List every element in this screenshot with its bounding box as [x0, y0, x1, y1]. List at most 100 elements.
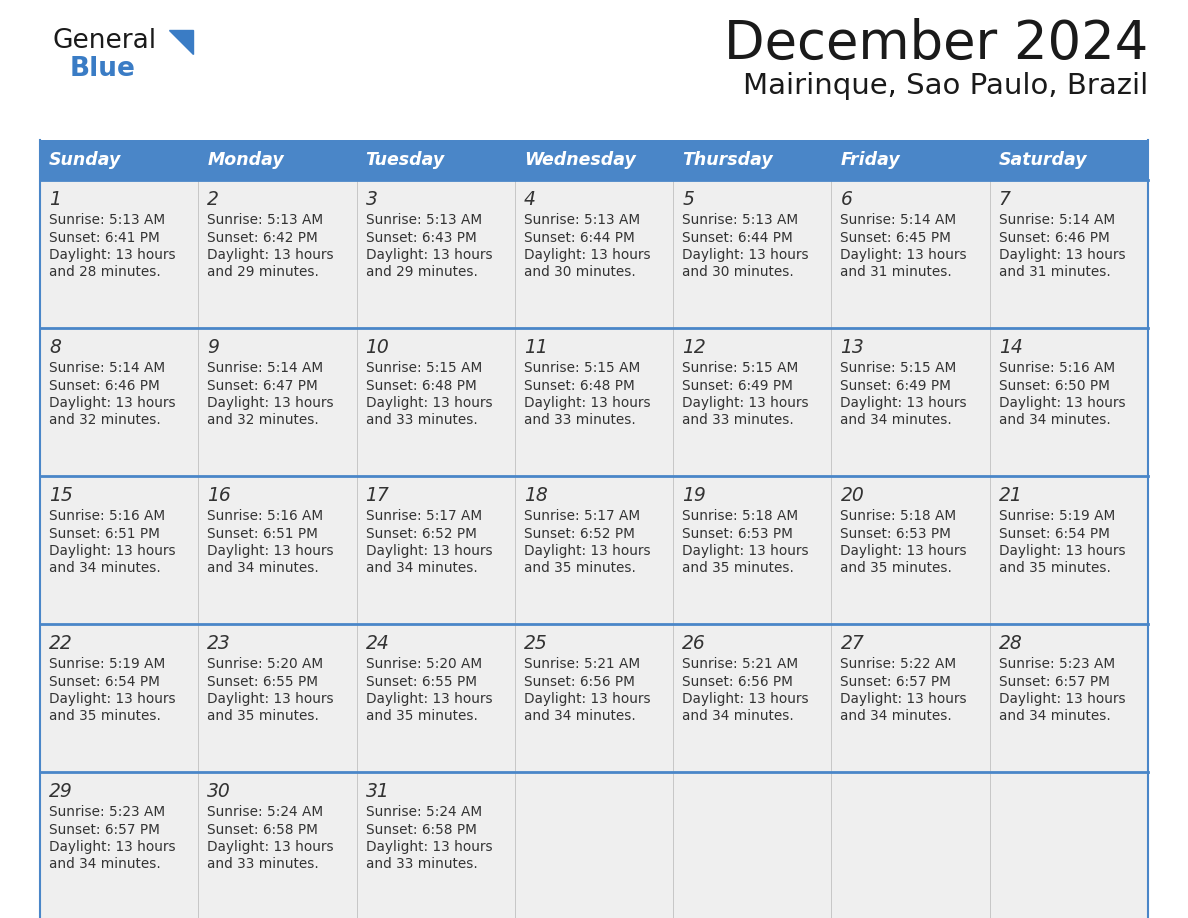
Text: and 34 minutes.: and 34 minutes.	[49, 562, 160, 576]
Text: 25: 25	[524, 634, 548, 653]
Text: Sunrise: 5:24 AM: Sunrise: 5:24 AM	[366, 805, 481, 819]
Text: and 35 minutes.: and 35 minutes.	[49, 710, 160, 723]
Text: and 34 minutes.: and 34 minutes.	[999, 710, 1111, 723]
Text: Daylight: 13 hours: Daylight: 13 hours	[207, 248, 334, 262]
Text: Daylight: 13 hours: Daylight: 13 hours	[999, 544, 1125, 558]
Text: Mairinque, Sao Paulo, Brazil: Mairinque, Sao Paulo, Brazil	[742, 72, 1148, 100]
Bar	[356, 140, 514, 180]
Text: Friday: Friday	[840, 151, 901, 169]
Text: Sunrise: 5:15 AM: Sunrise: 5:15 AM	[366, 361, 482, 375]
Text: Sunrise: 5:13 AM: Sunrise: 5:13 AM	[524, 213, 640, 227]
Text: 31: 31	[366, 782, 390, 801]
Text: Sunset: 6:51 PM: Sunset: 6:51 PM	[207, 527, 318, 541]
Text: Daylight: 13 hours: Daylight: 13 hours	[366, 692, 492, 706]
Text: Daylight: 13 hours: Daylight: 13 hours	[524, 544, 651, 558]
Text: 6: 6	[840, 190, 852, 209]
Text: Thursday: Thursday	[682, 151, 773, 169]
Text: Sunrise: 5:16 AM: Sunrise: 5:16 AM	[49, 509, 165, 523]
Polygon shape	[169, 30, 192, 54]
Text: Daylight: 13 hours: Daylight: 13 hours	[840, 396, 967, 410]
Text: Daylight: 13 hours: Daylight: 13 hours	[49, 248, 176, 262]
Text: and 29 minutes.: and 29 minutes.	[366, 265, 478, 279]
Text: Sunset: 6:41 PM: Sunset: 6:41 PM	[49, 230, 159, 244]
Text: Sunrise: 5:14 AM: Sunrise: 5:14 AM	[207, 361, 323, 375]
Text: Sunset: 6:55 PM: Sunset: 6:55 PM	[366, 675, 476, 688]
Text: 4: 4	[524, 190, 536, 209]
Text: and 30 minutes.: and 30 minutes.	[524, 265, 636, 279]
Text: 19: 19	[682, 486, 706, 505]
Text: Sunset: 6:46 PM: Sunset: 6:46 PM	[999, 230, 1110, 244]
Text: 30: 30	[207, 782, 230, 801]
Text: 17: 17	[366, 486, 390, 505]
Text: Sunrise: 5:20 AM: Sunrise: 5:20 AM	[207, 657, 323, 671]
Text: Daylight: 13 hours: Daylight: 13 hours	[49, 544, 176, 558]
Text: and 30 minutes.: and 30 minutes.	[682, 265, 794, 279]
Text: Sunrise: 5:21 AM: Sunrise: 5:21 AM	[682, 657, 798, 671]
Text: Sunset: 6:48 PM: Sunset: 6:48 PM	[366, 378, 476, 393]
Bar	[40, 772, 1148, 918]
Text: Daylight: 13 hours: Daylight: 13 hours	[682, 396, 809, 410]
Text: Daylight: 13 hours: Daylight: 13 hours	[366, 248, 492, 262]
Text: and 33 minutes.: and 33 minutes.	[524, 413, 636, 428]
Text: and 33 minutes.: and 33 minutes.	[366, 857, 478, 871]
Text: General: General	[52, 28, 156, 54]
Text: Sunrise: 5:14 AM: Sunrise: 5:14 AM	[840, 213, 956, 227]
Text: and 35 minutes.: and 35 minutes.	[366, 710, 478, 723]
Text: 5: 5	[682, 190, 694, 209]
Text: Sunset: 6:45 PM: Sunset: 6:45 PM	[840, 230, 952, 244]
Text: Sunrise: 5:13 AM: Sunrise: 5:13 AM	[207, 213, 323, 227]
Text: Sunrise: 5:19 AM: Sunrise: 5:19 AM	[49, 657, 165, 671]
Text: 11: 11	[524, 338, 548, 357]
Text: Sunset: 6:48 PM: Sunset: 6:48 PM	[524, 378, 634, 393]
Text: Sunset: 6:55 PM: Sunset: 6:55 PM	[207, 675, 318, 688]
Text: 7: 7	[999, 190, 1011, 209]
Text: and 31 minutes.: and 31 minutes.	[999, 265, 1111, 279]
Text: Sunset: 6:58 PM: Sunset: 6:58 PM	[207, 823, 318, 836]
Text: Sunrise: 5:15 AM: Sunrise: 5:15 AM	[682, 361, 798, 375]
Text: Sunset: 6:51 PM: Sunset: 6:51 PM	[49, 527, 160, 541]
Text: Sunrise: 5:20 AM: Sunrise: 5:20 AM	[366, 657, 481, 671]
Text: 2: 2	[207, 190, 219, 209]
Text: Sunset: 6:49 PM: Sunset: 6:49 PM	[682, 378, 794, 393]
Text: Daylight: 13 hours: Daylight: 13 hours	[682, 248, 809, 262]
Text: 13: 13	[840, 338, 864, 357]
Text: and 29 minutes.: and 29 minutes.	[207, 265, 320, 279]
Text: Sunrise: 5:22 AM: Sunrise: 5:22 AM	[840, 657, 956, 671]
Bar	[40, 328, 1148, 476]
Text: 27: 27	[840, 634, 864, 653]
Text: Daylight: 13 hours: Daylight: 13 hours	[207, 692, 334, 706]
Text: Daylight: 13 hours: Daylight: 13 hours	[207, 840, 334, 854]
Bar	[990, 140, 1148, 180]
Bar	[832, 140, 990, 180]
Text: 10: 10	[366, 338, 390, 357]
Text: and 35 minutes.: and 35 minutes.	[524, 562, 636, 576]
Text: Daylight: 13 hours: Daylight: 13 hours	[840, 692, 967, 706]
Text: Sunrise: 5:23 AM: Sunrise: 5:23 AM	[999, 657, 1114, 671]
Text: and 35 minutes.: and 35 minutes.	[207, 710, 320, 723]
Text: Daylight: 13 hours: Daylight: 13 hours	[999, 396, 1125, 410]
Text: Daylight: 13 hours: Daylight: 13 hours	[840, 544, 967, 558]
Text: 8: 8	[49, 338, 61, 357]
Text: Blue: Blue	[70, 56, 135, 82]
Text: Sunset: 6:53 PM: Sunset: 6:53 PM	[682, 527, 794, 541]
Text: and 32 minutes.: and 32 minutes.	[49, 413, 160, 428]
Text: 21: 21	[999, 486, 1023, 505]
Text: 28: 28	[999, 634, 1023, 653]
Bar	[198, 140, 356, 180]
Text: 23: 23	[207, 634, 230, 653]
Text: Monday: Monday	[207, 151, 284, 169]
Text: Daylight: 13 hours: Daylight: 13 hours	[999, 692, 1125, 706]
Text: Daylight: 13 hours: Daylight: 13 hours	[524, 396, 651, 410]
Text: Sunrise: 5:21 AM: Sunrise: 5:21 AM	[524, 657, 640, 671]
Text: 24: 24	[366, 634, 390, 653]
Text: Sunrise: 5:13 AM: Sunrise: 5:13 AM	[366, 213, 481, 227]
Text: 14: 14	[999, 338, 1023, 357]
Text: and 33 minutes.: and 33 minutes.	[207, 857, 320, 871]
Text: Sunrise: 5:24 AM: Sunrise: 5:24 AM	[207, 805, 323, 819]
Text: Sunrise: 5:13 AM: Sunrise: 5:13 AM	[682, 213, 798, 227]
Text: and 35 minutes.: and 35 minutes.	[999, 562, 1111, 576]
Text: Sunset: 6:42 PM: Sunset: 6:42 PM	[207, 230, 318, 244]
Text: and 34 minutes.: and 34 minutes.	[840, 710, 952, 723]
Text: and 34 minutes.: and 34 minutes.	[207, 562, 320, 576]
Text: Sunrise: 5:17 AM: Sunrise: 5:17 AM	[524, 509, 640, 523]
